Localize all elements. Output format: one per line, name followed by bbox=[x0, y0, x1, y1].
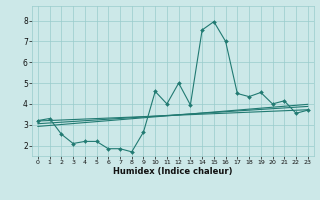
X-axis label: Humidex (Indice chaleur): Humidex (Indice chaleur) bbox=[113, 167, 233, 176]
